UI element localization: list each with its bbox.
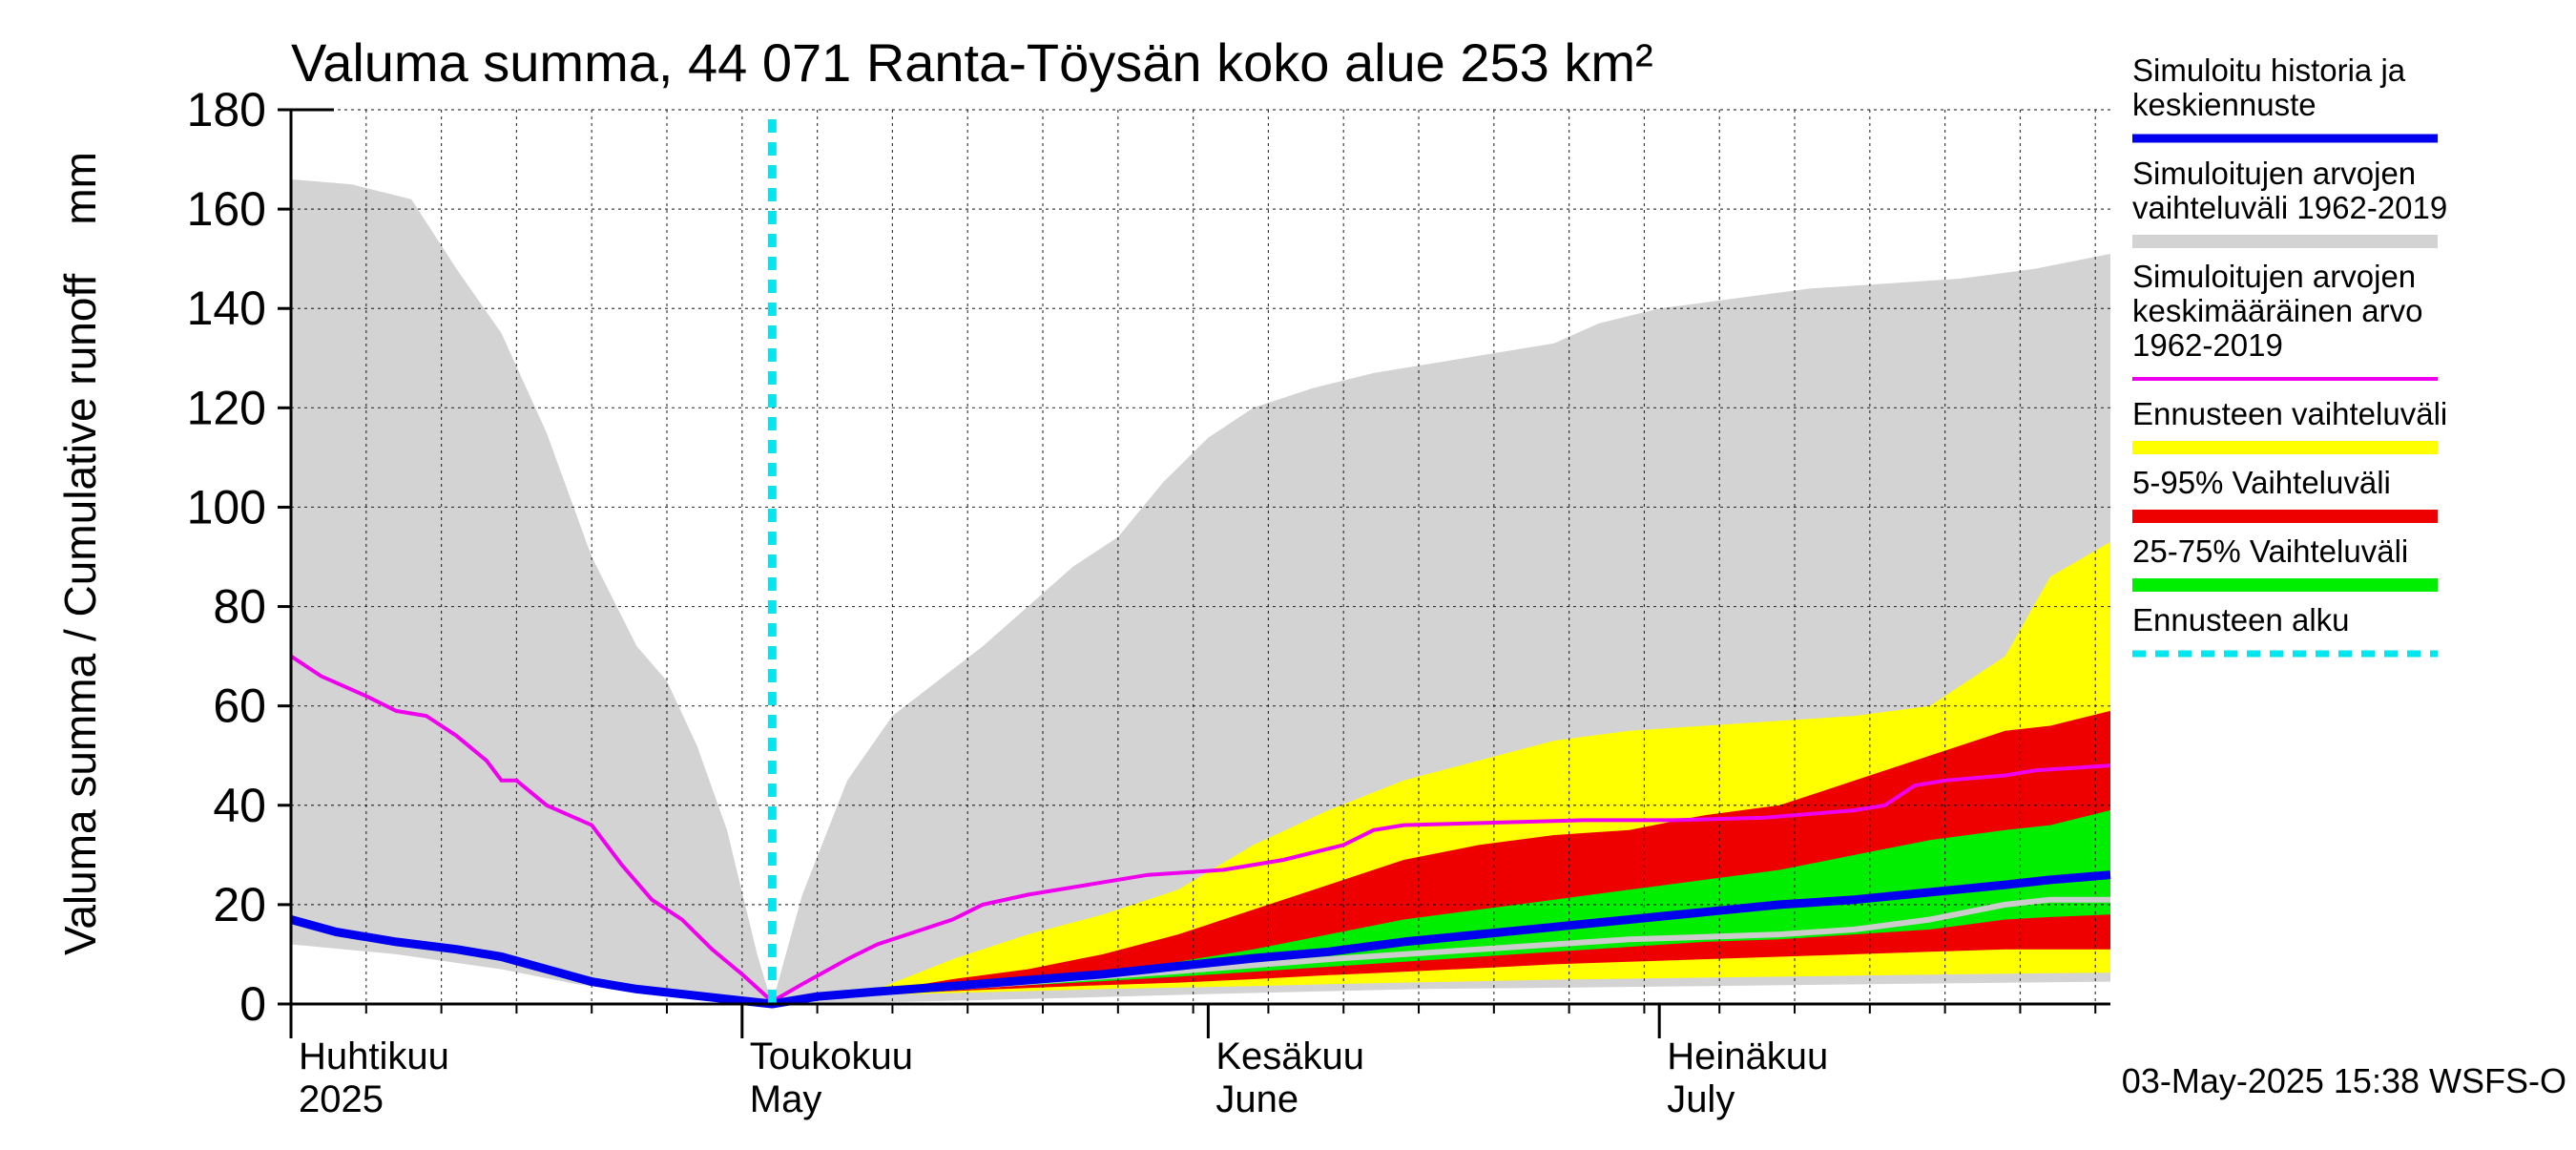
x-month-label-en: May [750, 1078, 822, 1120]
mean-line [289, 654, 2111, 1004]
legend-label: keskiennuste [2132, 87, 2316, 122]
legend-label: 5-95% Vaihteluväli [2132, 465, 2391, 500]
y-tick-label: 120 [187, 381, 266, 434]
y-tick-label: 140 [187, 282, 266, 335]
x-month-label-en: July [1667, 1078, 1735, 1120]
footer-timestamp: 03-May-2025 15:38 WSFS-O [2122, 1061, 2566, 1100]
x-month-label-fi: Heinäkuu [1667, 1035, 1828, 1077]
legend-label: Ennusteen vaihteluväli [2132, 396, 2447, 431]
y-tick-label: 40 [213, 779, 266, 832]
legend-label: Simuloitujen arvojen [2132, 156, 2416, 191]
x-month-label-fi: Kesäkuu [1215, 1035, 1364, 1077]
y-tick-label: 60 [213, 680, 266, 733]
x-month-label-fi: Toukokuu [750, 1035, 913, 1077]
legend-label: Ennusteen alku [2132, 602, 2350, 638]
y-tick-label: 20 [213, 878, 266, 931]
x-month-label-en: June [1215, 1078, 1298, 1120]
y-tick-label: 80 [213, 580, 266, 634]
history-forecast-line [289, 870, 2111, 1009]
y-tick-label: 0 [239, 977, 266, 1031]
legend-label: keskimääräinen arvo [2132, 293, 2422, 328]
legend-label: Simuloitu historia ja [2132, 52, 2406, 88]
legend-label: 1962-2019 [2132, 327, 2283, 363]
legend-label: Simuloitujen arvojen [2132, 259, 2416, 294]
lines-layer [289, 119, 2111, 1009]
x-month-label-fi: Huhtikuu [299, 1035, 449, 1077]
y-tick-label: 100 [187, 480, 266, 533]
y-tick-label: 160 [187, 182, 266, 236]
legend-label: vaihteluväli 1962-2019 [2132, 190, 2447, 225]
y-axis-label: Valuma summa / Cumulative runoff mm [55, 152, 105, 955]
bands-layer [291, 178, 2111, 1004]
y-tick-label: 180 [187, 83, 266, 136]
x-month-label-en: 2025 [299, 1078, 384, 1120]
chart-title: Valuma summa, 44 071 Ranta-Töysän koko a… [291, 32, 1653, 93]
legend-label: 25-75% Vaihteluväli [2132, 533, 2408, 569]
grid-layer [290, 109, 2110, 1004]
